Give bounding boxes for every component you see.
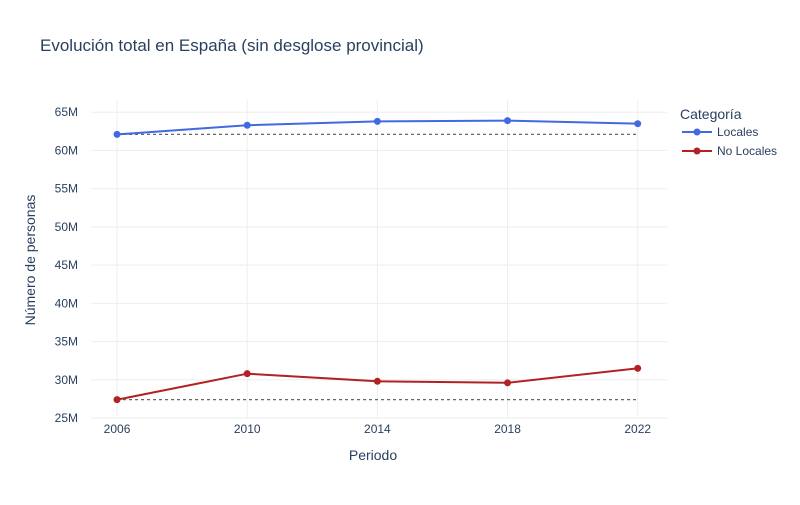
x-tick-label: 2018 <box>494 422 521 436</box>
x-axis-ticks: 2006 2010 2014 2018 2022 <box>104 422 652 436</box>
legend-swatch-marker <box>694 129 701 136</box>
data-point[interactable] <box>114 131 121 138</box>
legend-swatch-marker <box>694 148 701 155</box>
x-tick-label: 2014 <box>364 422 391 436</box>
data-point[interactable] <box>634 365 641 372</box>
data-point[interactable] <box>244 122 251 129</box>
legend-item[interactable]: No Locales <box>682 144 777 158</box>
y-axis-title: Número de personas <box>22 195 38 326</box>
data-point[interactable] <box>244 370 251 377</box>
chart-title: Evolución total en España (sin desglose … <box>40 36 424 55</box>
y-tick-label: 65M <box>55 105 78 119</box>
y-tick-label: 25M <box>55 411 78 425</box>
y-axis-ticks: 25M 30M 35M 40M 45M 50M 55M 60M 65M <box>55 105 78 425</box>
legend-label: Locales <box>717 125 758 139</box>
x-axis-title: Periodo <box>349 447 397 463</box>
y-tick-label: 50M <box>55 220 78 234</box>
legend-item[interactable]: Locales <box>682 125 758 139</box>
legend-title: Categoría <box>680 106 742 122</box>
y-tick-label: 55M <box>55 182 78 196</box>
y-tick-label: 60M <box>55 143 78 157</box>
y-tick-label: 35M <box>55 335 78 349</box>
legend-label: No Locales <box>717 144 777 158</box>
data-point[interactable] <box>504 117 511 124</box>
legend: Categoría Locales No Locales <box>680 106 777 158</box>
data-point[interactable] <box>374 378 381 385</box>
data-point[interactable] <box>374 118 381 125</box>
y-tick-label: 40M <box>55 296 78 310</box>
x-tick-label: 2010 <box>234 422 261 436</box>
x-tick-label: 2022 <box>624 422 651 436</box>
data-point[interactable] <box>634 120 641 127</box>
y-tick-label: 30M <box>55 373 78 387</box>
y-tick-label: 45M <box>55 258 78 272</box>
grid-layer <box>91 100 667 418</box>
data-point[interactable] <box>114 396 121 403</box>
x-tick-label: 2006 <box>104 422 131 436</box>
data-point[interactable] <box>504 379 511 386</box>
